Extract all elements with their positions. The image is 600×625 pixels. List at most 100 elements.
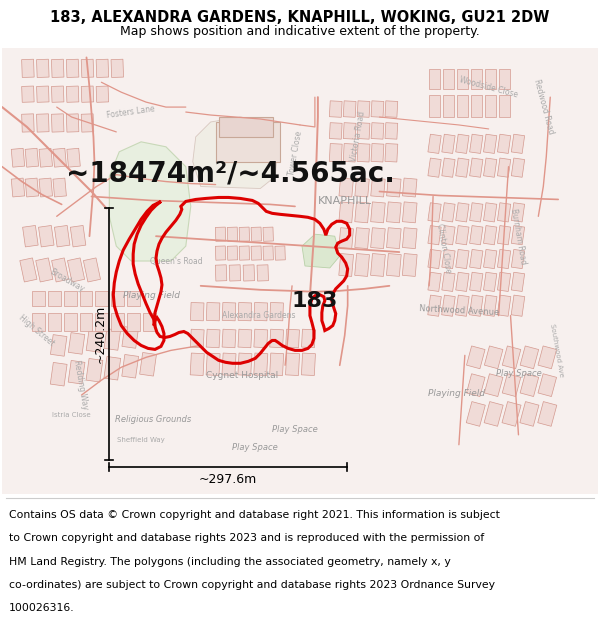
Text: Religious Grounds: Religious Grounds [115,416,191,424]
Bar [218,117,273,137]
Bar [11,178,25,197]
Bar [251,227,262,241]
Bar [471,69,482,89]
Bar [25,178,38,197]
Bar [104,329,121,350]
Bar [502,346,521,369]
Bar [442,226,455,245]
Text: High Street: High Street [17,313,56,348]
Bar [263,227,274,241]
Bar [484,249,497,269]
Bar [456,158,469,177]
Bar [37,114,49,132]
Bar [442,158,455,177]
Bar [385,122,398,139]
Text: Sheffield Way: Sheffield Way [117,437,165,442]
Bar [456,272,469,291]
Bar [64,312,77,331]
Bar [485,69,496,89]
Bar [302,329,316,348]
Text: Play Space: Play Space [496,369,541,378]
Bar [371,254,385,276]
Bar [484,202,497,222]
Bar [122,327,139,348]
Bar [428,226,441,245]
Bar [428,295,442,316]
Text: HM Land Registry. The polygons (including the associated geometry, namely x, y: HM Land Registry. The polygons (includin… [9,556,451,566]
Bar [215,265,227,281]
Bar [52,86,64,103]
Bar [456,202,469,222]
Polygon shape [109,142,191,261]
Text: Broadway: Broadway [48,268,85,294]
Bar [511,158,524,177]
Bar [484,374,503,396]
Bar [484,158,497,177]
Bar [215,122,280,162]
Bar [269,353,284,376]
Bar [511,134,524,153]
Bar [357,101,370,118]
Bar [86,331,103,352]
Bar [497,134,511,153]
Bar [190,353,204,376]
Bar [263,246,274,260]
Bar [23,226,38,247]
Bar [428,134,441,153]
Text: Queen's Road: Queen's Road [149,256,202,266]
Text: co-ordinates) are subject to Crown copyright and database rights 2023 Ordnance S: co-ordinates) are subject to Crown copyr… [9,580,495,590]
Bar [371,178,385,197]
Bar [55,226,70,247]
Bar [270,302,283,321]
Bar [511,295,525,316]
Bar [37,59,49,78]
Bar [80,291,92,306]
Bar [257,265,268,281]
Bar [48,291,61,306]
Bar [511,272,524,291]
Text: Cygnet Hospital: Cygnet Hospital [206,371,278,380]
Bar [206,329,220,348]
Bar [95,291,109,306]
Bar [64,291,77,306]
Bar [206,302,220,321]
Bar [37,86,49,103]
Bar [301,353,316,376]
Bar [112,312,124,331]
Bar [497,272,511,291]
Bar [112,291,124,306]
Bar [470,272,483,291]
Bar [50,334,67,356]
Bar [428,249,441,269]
Text: to Crown copyright and database rights 2023 and is reproduced with the permissio: to Crown copyright and database rights 2… [9,533,484,543]
Bar [469,295,483,316]
Bar [53,178,67,197]
Bar [127,291,140,306]
Bar [32,312,45,331]
Text: ~240.2m: ~240.2m [94,305,106,363]
Bar [442,202,455,222]
Bar [429,69,440,89]
Bar [499,95,509,117]
Bar [39,148,52,167]
Bar [355,228,370,249]
Bar [339,254,353,276]
Bar [215,246,226,260]
Bar [511,249,524,269]
Bar [511,202,524,222]
Bar [403,228,417,249]
Bar [403,178,417,197]
Bar [484,134,497,153]
Bar [471,95,482,117]
Bar [386,202,401,222]
Bar [229,265,241,281]
Bar [275,246,286,260]
Bar [455,295,469,316]
Bar [122,354,139,378]
Bar [456,249,469,269]
Bar [343,144,356,162]
Bar [484,226,497,245]
Bar [22,59,34,78]
Bar [329,122,342,139]
Bar [83,258,101,282]
